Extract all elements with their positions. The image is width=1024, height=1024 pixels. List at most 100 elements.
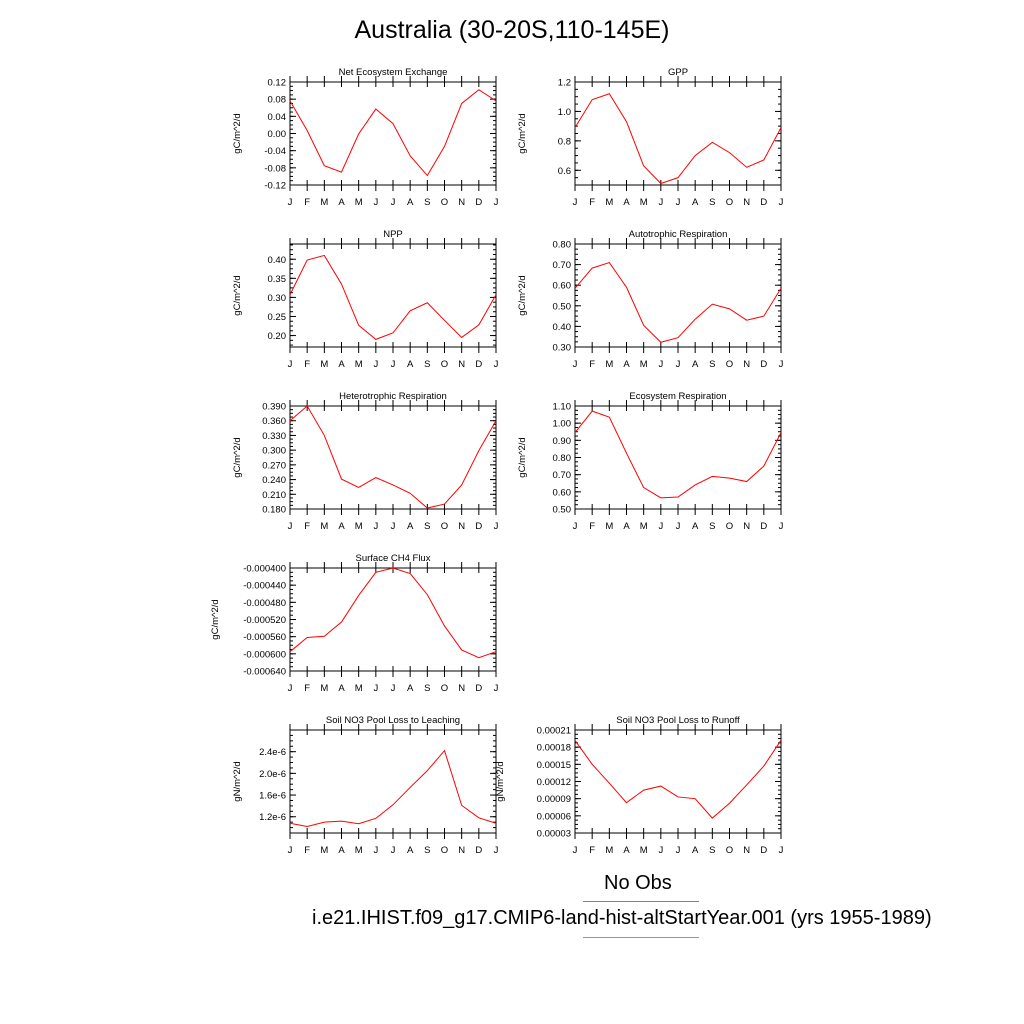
chart2-x-tick-label: J: [779, 197, 784, 208]
chart3-x-tick-label: S: [424, 359, 430, 370]
chart3-x-tick-label: A: [407, 359, 414, 370]
chart6-x-tick-label: J: [573, 521, 578, 532]
chart3-y-tick-label: 0.40: [268, 255, 287, 266]
chart6-x-tick-label: A: [692, 521, 699, 532]
chart2-x-tick-label: J: [676, 197, 681, 208]
chart6-x-tick-label: M: [640, 521, 648, 532]
chart3-x-tick-label: J: [494, 359, 499, 370]
chart8-title: Soil NO3 Pool Loss to Leaching: [326, 715, 460, 726]
chart8-y-tick-label: 2.0e-6: [259, 769, 286, 780]
chart9-x-tick-label: S: [709, 845, 715, 856]
chart4-x-tick-label: D: [760, 359, 767, 370]
chart4-x-tick-label: F: [589, 359, 595, 370]
chart1-y-tick-label: 0.12: [268, 78, 287, 89]
chart5-y-tick-label: 0.270: [262, 460, 286, 471]
chart3-x-tick-label: M: [355, 359, 363, 370]
chart2-x-tick-label: F: [589, 197, 595, 208]
chart7-y-tick-label: -0.000640: [243, 667, 286, 678]
chart9-y-tick-label: 0.00015: [537, 760, 571, 771]
chart6-x-tick-label: A: [623, 521, 630, 532]
chart8-y-tick-label: 1.2e-6: [259, 812, 286, 823]
legend-obs-label: No Obs: [604, 872, 672, 894]
chart6-y-tick-label: 0.50: [553, 505, 572, 516]
chart5-y-tick-label: 0.210: [262, 490, 286, 501]
chart5-x-tick-label: J: [494, 521, 499, 532]
chart7-x-tick-label: O: [441, 683, 448, 694]
chart3-y-tick-label: 0.25: [268, 312, 287, 323]
chart1-x-tick-label: M: [320, 197, 328, 208]
chart7-x-tick-label: J: [288, 683, 293, 694]
chart7-y-tick-label: -0.000400: [243, 564, 286, 575]
chart6-x-tick-label: S: [709, 521, 715, 532]
chart4-x-tick-label: M: [605, 359, 613, 370]
chart3-x-tick-label: A: [338, 359, 345, 370]
chart9-y-tick-label: 0.00021: [537, 726, 571, 737]
chart2-x-tick-label: S: [709, 197, 715, 208]
chart9-x-tick-label: J: [676, 845, 681, 856]
chart2-y-axis-label: gC/m^2/d: [517, 113, 528, 153]
chart6-x-tick-label: J: [658, 521, 663, 532]
chart4-x-tick-label: J: [658, 359, 663, 370]
chart4-title: Autotrophic Respiration: [629, 229, 728, 240]
chart6-x-tick-label: O: [726, 521, 733, 532]
chart4-x-tick-label: N: [743, 359, 750, 370]
chart2-x-tick-label: N: [743, 197, 750, 208]
chart8-y-tick-label: 1.6e-6: [259, 791, 286, 802]
chart8-x-tick-label: S: [424, 845, 430, 856]
chart7-x-tick-label: N: [458, 683, 465, 694]
chart4-series-line: [574, 261, 782, 343]
chart6-x-tick-label: N: [743, 521, 750, 532]
chart7-x-tick-label: M: [320, 683, 328, 694]
chart2-series-line: [574, 93, 782, 185]
chart6-y-tick-label: 0.90: [553, 436, 572, 447]
chart6-y-tick-label: 0.60: [553, 487, 572, 498]
chart2-x-tick-label: M: [640, 197, 648, 208]
chart4-y-tick-label: 0.80: [553, 240, 572, 251]
chart3-x-tick-label: M: [320, 359, 328, 370]
chart2-x-tick-label: M: [605, 197, 613, 208]
chart3-x-tick-label: J: [373, 359, 378, 370]
chart1-x-tick-label: S: [424, 197, 430, 208]
chart7-x-tick-label: A: [338, 683, 345, 694]
chart6-title: Ecosystem Respiration: [629, 391, 726, 402]
chart6-x-tick-label: D: [760, 521, 767, 532]
chart2-y-tick-label: 0.6: [558, 166, 571, 177]
chart8-x-tick-label: M: [320, 845, 328, 856]
chart5-x-tick-label: J: [391, 521, 396, 532]
chart8-series-line: [289, 749, 497, 828]
chart9-y-axis-label: gN/m^2/d: [495, 761, 506, 801]
chart3-x-tick-label: N: [458, 359, 465, 370]
chart4-x-tick-label: O: [726, 359, 733, 370]
chart9-x-tick-label: D: [760, 845, 767, 856]
chart9-series-line: [574, 740, 782, 819]
chart2-plot-frame: [574, 81, 782, 186]
chart1-x-tick-label: J: [288, 197, 293, 208]
chart3-series-line: [289, 254, 497, 340]
chart1-x-tick-label: F: [304, 197, 310, 208]
chart1-y-tick-label: -0.04: [264, 146, 286, 157]
chart5-y-tick-label: 0.360: [262, 416, 286, 427]
chart1-y-tick-label: 0.08: [268, 95, 287, 106]
chart5-x-tick-label: J: [288, 521, 293, 532]
chart9-x-tick-label: O: [726, 845, 733, 856]
chart2-x-tick-label: D: [760, 197, 767, 208]
chart7-x-tick-label: J: [373, 683, 378, 694]
chart5-y-tick-label: 0.390: [262, 402, 286, 413]
chart9-x-tick-label: A: [623, 845, 630, 856]
chart9-y-tick-label: 0.00009: [537, 794, 571, 805]
chart6-x-tick-label: J: [676, 521, 681, 532]
chart4-y-tick-label: 0.50: [553, 301, 572, 312]
chart2-x-tick-label: J: [573, 197, 578, 208]
chart7-plot-frame: [289, 567, 497, 672]
chart5-y-tick-label: 0.180: [262, 505, 286, 516]
chart9-x-tick-label: J: [779, 845, 784, 856]
chart7-y-tick-label: -0.000560: [243, 632, 286, 643]
chart4-y-tick-label: 0.40: [553, 322, 572, 333]
chart2-y-tick-label: 1.2: [558, 78, 571, 89]
chart8-x-tick-label: A: [338, 845, 345, 856]
chart6-y-tick-label: 1.00: [553, 419, 572, 430]
chart3-x-tick-label: O: [441, 359, 448, 370]
chart1-x-tick-label: D: [475, 197, 482, 208]
chart4-x-tick-label: A: [623, 359, 630, 370]
chart4-y-tick-label: 0.30: [553, 343, 572, 354]
